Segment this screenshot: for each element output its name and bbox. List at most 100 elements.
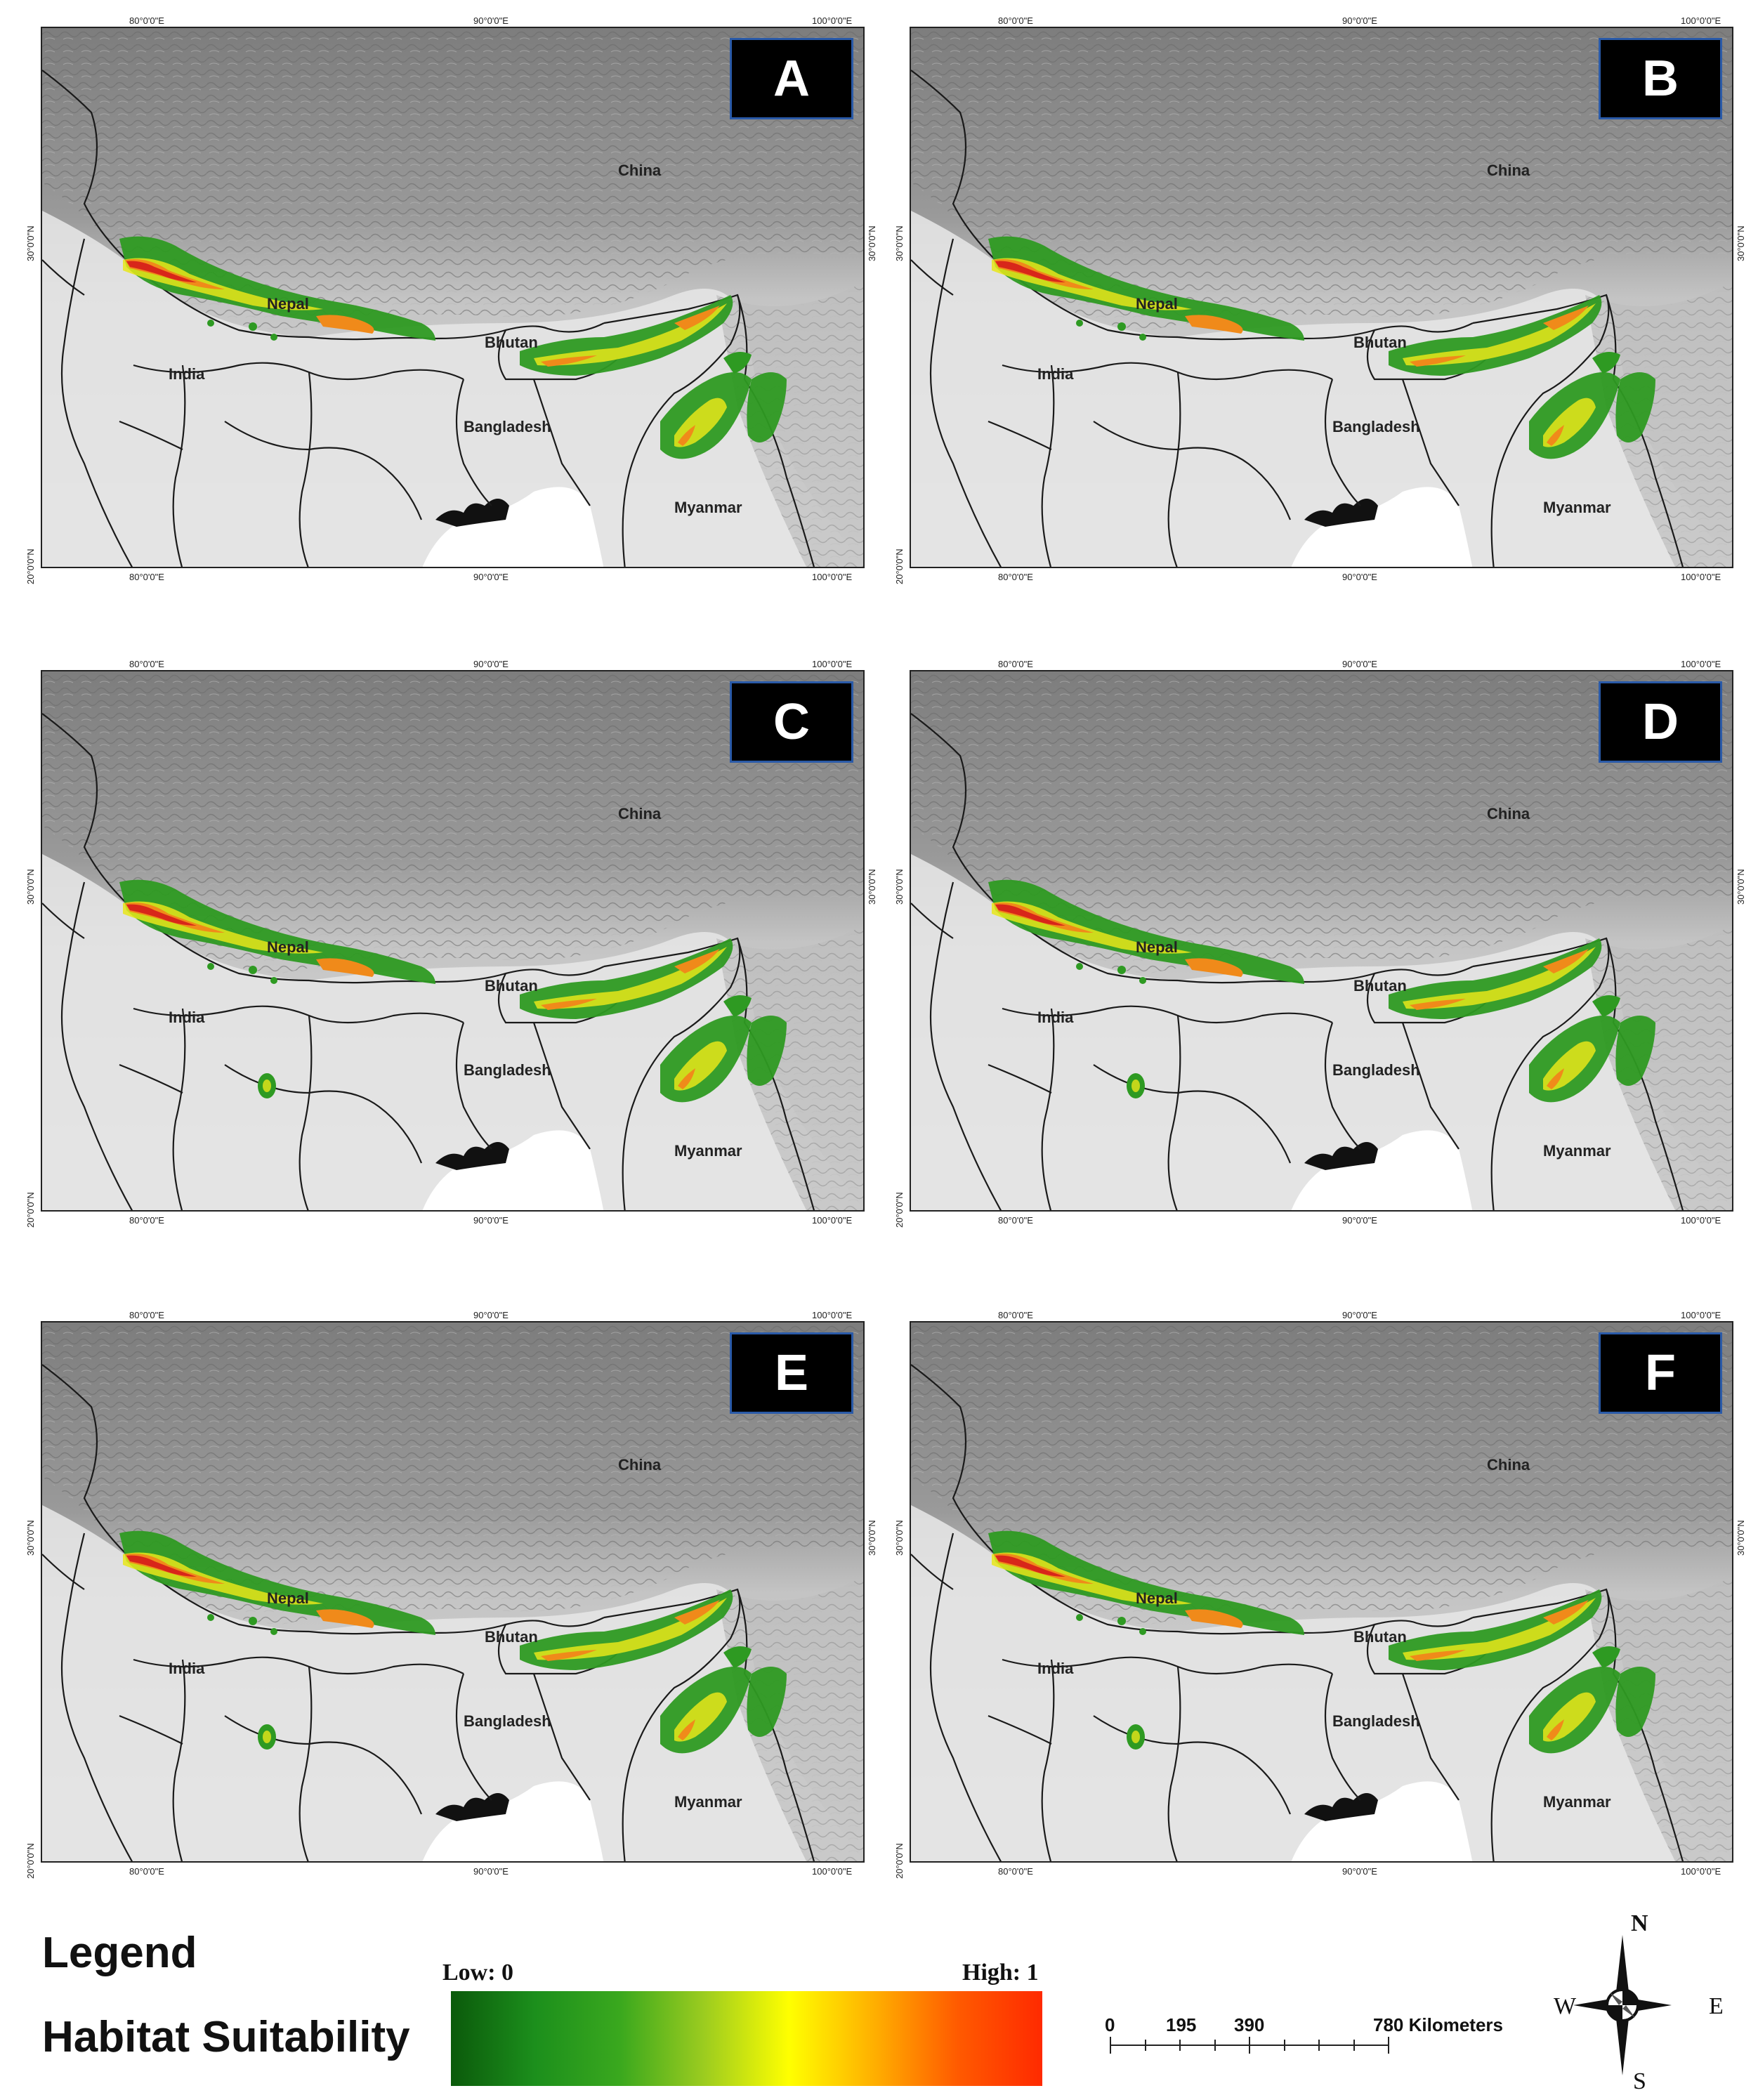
left-lat-tick: 30°0'0"N bbox=[25, 1520, 36, 1556]
top-lon-tick: 80°0'0"E bbox=[129, 15, 164, 26]
top-lon-tick: 80°0'0"E bbox=[998, 1310, 1033, 1320]
bottom-lon-tick: 100°0'0"E bbox=[812, 1215, 853, 1226]
bottom-lon-tick: 90°0'0"E bbox=[1342, 572, 1377, 582]
country-label-myanmar: Myanmar bbox=[674, 1142, 742, 1160]
bottom-lon-tick: 100°0'0"E bbox=[1681, 1866, 1721, 1877]
country-label-india: India bbox=[1037, 1660, 1074, 1677]
top-lon-tick: 100°0'0"E bbox=[1681, 1310, 1721, 1320]
country-label-bhutan: Bhutan bbox=[1353, 334, 1407, 351]
bottom-lon-tick: 100°0'0"E bbox=[1681, 1215, 1721, 1226]
top-lon-tick: 80°0'0"E bbox=[998, 659, 1033, 669]
top-lon-tick: 90°0'0"E bbox=[1342, 15, 1377, 26]
map-panel-d: D China Nepal Bhutan India Bangladesh Myanmar 8… bbox=[888, 659, 1746, 1245]
country-label-china: China bbox=[1487, 1456, 1530, 1474]
compass-n: N bbox=[1631, 1910, 1648, 1936]
country-label-bhutan: Bhutan bbox=[485, 977, 538, 995]
left-lat-tick: 20°0'0"N bbox=[25, 1843, 36, 1879]
compass-e: E bbox=[1709, 1993, 1724, 2019]
map-panel-c: C China Nepal Bhutan India Bangladesh Myanmar 8… bbox=[20, 659, 877, 1245]
bottom-lon-tick: 80°0'0"E bbox=[998, 572, 1033, 582]
scale-label-195: 195 bbox=[1166, 2014, 1197, 2035]
country-label-india: India bbox=[169, 1009, 205, 1026]
scale-bar-graphic bbox=[1110, 2037, 1389, 2054]
left-lat-tick: 20°0'0"N bbox=[894, 1843, 905, 1879]
right-lat-tick: 30°0'0"N bbox=[867, 1520, 877, 1556]
country-label-bangladesh: Bangladesh bbox=[1332, 1061, 1420, 1079]
top-lon-tick: 100°0'0"E bbox=[812, 659, 853, 669]
country-label-india: India bbox=[169, 365, 205, 383]
map-frame: F China Nepal Bhutan India Bangladesh Myanmar bbox=[910, 1321, 1733, 1863]
country-label-myanmar: Myanmar bbox=[674, 1793, 742, 1811]
map-frame: B China Nepal Bhutan India Bangladesh Myanmar bbox=[910, 27, 1733, 568]
country-label-bhutan: Bhutan bbox=[1353, 977, 1407, 995]
north-arrow-compass bbox=[1531, 1914, 1714, 2096]
map-panel-b: B China Nepal Bhutan India Bangladesh Myanmar 8… bbox=[888, 15, 1746, 602]
scale-label-780: 780 Kilometers bbox=[1373, 2014, 1503, 2035]
map-frame: D China Nepal Bhutan India Bangladesh Myanmar bbox=[910, 670, 1733, 1212]
left-lat-tick: 20°0'0"N bbox=[25, 1192, 36, 1228]
habitat-suitability-map bbox=[42, 671, 863, 1210]
country-label-myanmar: Myanmar bbox=[674, 499, 742, 516]
country-label-nepal: Nepal bbox=[267, 938, 309, 956]
left-lat-tick: 30°0'0"N bbox=[25, 869, 36, 905]
bottom-lon-tick: 80°0'0"E bbox=[998, 1866, 1033, 1877]
country-label-nepal: Nepal bbox=[1136, 938, 1178, 956]
bottom-lon-tick: 80°0'0"E bbox=[998, 1215, 1033, 1226]
top-lon-tick: 90°0'0"E bbox=[473, 15, 509, 26]
compass-rose-icon bbox=[1573, 1935, 1672, 2075]
top-lon-tick: 90°0'0"E bbox=[473, 1310, 509, 1320]
right-lat-tick: 30°0'0"N bbox=[867, 225, 877, 261]
left-lat-tick: 20°0'0"N bbox=[894, 549, 905, 584]
country-label-china: China bbox=[1487, 805, 1530, 822]
bottom-lon-tick: 100°0'0"E bbox=[812, 572, 853, 582]
country-label-nepal: Nepal bbox=[267, 295, 309, 313]
top-lon-tick: 100°0'0"E bbox=[812, 1310, 853, 1320]
country-label-myanmar: Myanmar bbox=[1543, 499, 1611, 516]
top-lon-tick: 100°0'0"E bbox=[1681, 15, 1721, 26]
panel-label-badge: A bbox=[730, 38, 853, 119]
top-lon-tick: 90°0'0"E bbox=[473, 659, 509, 669]
top-lon-tick: 90°0'0"E bbox=[1342, 1310, 1377, 1320]
bottom-lon-tick: 90°0'0"E bbox=[1342, 1215, 1377, 1226]
country-label-bangladesh: Bangladesh bbox=[1332, 1712, 1420, 1730]
right-lat-tick: 30°0'0"N bbox=[1736, 225, 1746, 261]
bottom-lon-tick: 80°0'0"E bbox=[129, 1866, 164, 1877]
bottom-lon-tick: 90°0'0"E bbox=[473, 1215, 509, 1226]
map-panel-e: E China Nepal Bhutan India Bangladesh Myanmar 8… bbox=[20, 1310, 877, 1896]
bottom-lon-tick: 90°0'0"E bbox=[473, 572, 509, 582]
map-panel-a: A China Nepal Bhutan India Bangladesh Myanmar 8… bbox=[20, 15, 877, 602]
panel-label-badge: D bbox=[1599, 681, 1722, 763]
left-lat-tick: 30°0'0"N bbox=[894, 1520, 905, 1556]
country-label-bhutan: Bhutan bbox=[485, 1628, 538, 1646]
panel-label-badge: E bbox=[730, 1332, 853, 1414]
panel-label-badge: F bbox=[1599, 1332, 1722, 1414]
bottom-lon-tick: 100°0'0"E bbox=[812, 1866, 853, 1877]
map-frame: A China Nepal Bhutan India Bangladesh Myanmar bbox=[41, 27, 865, 568]
left-lat-tick: 20°0'0"N bbox=[25, 549, 36, 584]
map-panel-f: F China Nepal Bhutan India Bangladesh Myanmar 8… bbox=[888, 1310, 1746, 1896]
country-label-india: India bbox=[1037, 1009, 1074, 1026]
left-lat-tick: 30°0'0"N bbox=[894, 869, 905, 905]
country-label-nepal: Nepal bbox=[267, 1589, 309, 1607]
panel-label-badge: B bbox=[1599, 38, 1722, 119]
habitat-suitability-map bbox=[42, 28, 863, 567]
bottom-lon-tick: 80°0'0"E bbox=[129, 572, 164, 582]
right-lat-tick: 30°0'0"N bbox=[1736, 869, 1746, 905]
top-lon-tick: 90°0'0"E bbox=[1342, 659, 1377, 669]
country-label-china: China bbox=[618, 162, 662, 179]
country-label-bangladesh: Bangladesh bbox=[1332, 418, 1420, 435]
country-label-bangladesh: Bangladesh bbox=[464, 1712, 551, 1730]
habitat-suitability-map bbox=[911, 1323, 1732, 1861]
map-frame: C China Nepal Bhutan India Bangladesh Myanmar bbox=[41, 670, 865, 1212]
compass-w: W bbox=[1554, 1993, 1577, 2019]
top-lon-tick: 80°0'0"E bbox=[129, 659, 164, 669]
country-label-china: China bbox=[618, 1456, 662, 1474]
country-label-bhutan: Bhutan bbox=[1353, 1628, 1407, 1646]
left-lat-tick: 30°0'0"N bbox=[25, 225, 36, 261]
habitat-suitability-map bbox=[911, 28, 1732, 567]
legend-color-ramp bbox=[451, 1991, 1042, 2086]
left-lat-tick: 30°0'0"N bbox=[894, 225, 905, 261]
habitat-suitability-map bbox=[42, 1323, 863, 1861]
top-lon-tick: 100°0'0"E bbox=[812, 15, 853, 26]
country-label-bhutan: Bhutan bbox=[485, 334, 538, 351]
